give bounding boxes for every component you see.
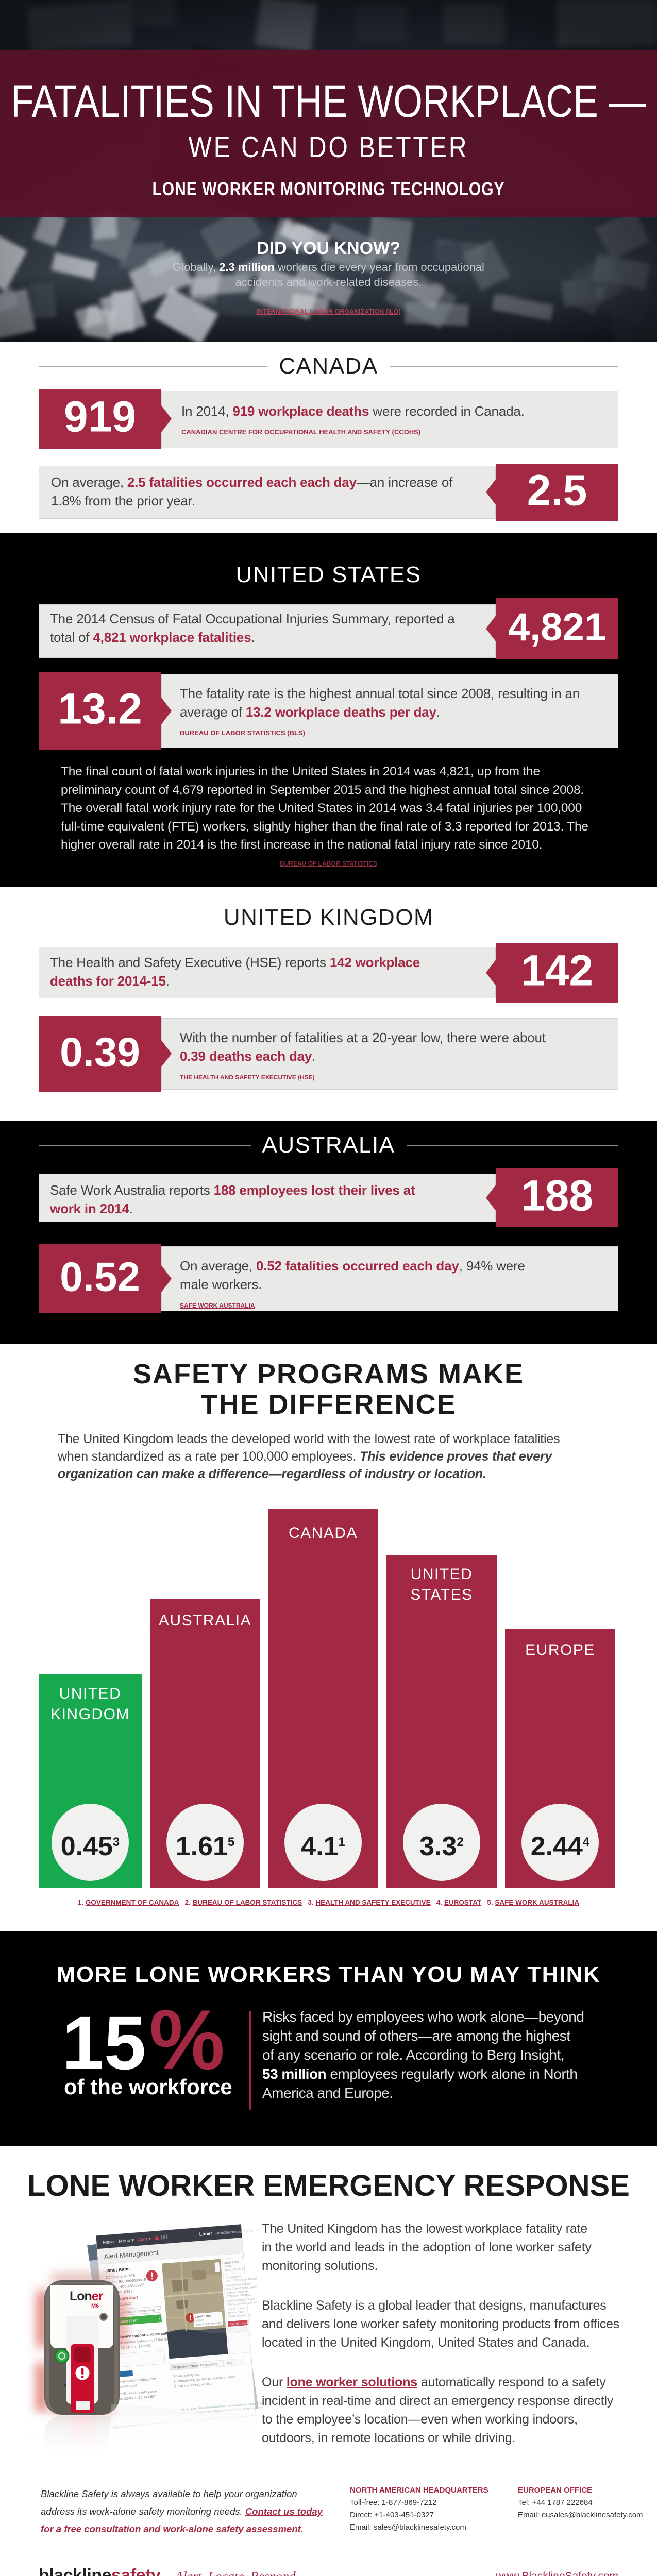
svg-text:›: › bbox=[158, 2316, 160, 2321]
svg-text:Janet Kane: Janet Kane bbox=[195, 2315, 211, 2319]
svg-text:Beacon Conn. 15: Beacon Conn. 15 bbox=[225, 2267, 245, 2272]
svg-text:Port Grimlan, Scott coastal: Port Grimlan, Scott coastal bbox=[226, 2285, 257, 2291]
svg-text:Bearing : 000: Bearing : 000 bbox=[228, 2311, 244, 2315]
svg-text:ACME: ACME bbox=[195, 2319, 204, 2323]
svg-text:Janet Kane: Janet Kane bbox=[105, 2266, 130, 2274]
svg-text:Last Location: Last Location bbox=[225, 2275, 241, 2279]
svg-text:Approximate Address: Approximate Address bbox=[226, 2282, 251, 2287]
svg-text:Signal Strength : 85: Signal Strength : 85 bbox=[228, 2313, 251, 2318]
svg-text:Call The Loner device: Call The Loner device bbox=[230, 2321, 254, 2326]
svg-text:M6: M6 bbox=[91, 2303, 99, 2309]
svg-text:Alert ▾: Alert ▾ bbox=[138, 2236, 151, 2242]
svg-text:Info: Info bbox=[227, 2362, 232, 2365]
svg-text:Feb 03, 2016 at 11:45 local: Feb 03, 2016 at 11:45 local bbox=[226, 2277, 257, 2283]
svg-text:Call Connectivity Status: Call Connectivity Status bbox=[227, 2298, 255, 2303]
svg-text:Speed : 0 km/h: Speed : 0 km/h bbox=[228, 2307, 245, 2311]
svg-text:Loner: Loner bbox=[199, 2231, 212, 2237]
svg-text:Latitude, Longitude: Latitude, Longitude bbox=[227, 2290, 249, 2295]
svg-text:Response Protocol: Response Protocol bbox=[173, 2364, 199, 2369]
svg-text:Maps: Maps bbox=[103, 2239, 114, 2245]
svg-text:Responders: Responders bbox=[200, 2363, 217, 2367]
svg-text:acknowledged...: acknowledged... bbox=[114, 2384, 140, 2389]
svg-text:ACME: ACME bbox=[225, 2265, 233, 2268]
svg-text:Feb 03, 2016 at 11:43 MET: Feb 03, 2016 at 11:43 MET bbox=[228, 2301, 259, 2307]
svg-text:37.066944 / 31.130111: 37.066944 / 31.130111 bbox=[227, 2293, 253, 2298]
svg-text:Janet Kane: Janet Kane bbox=[224, 2261, 239, 2265]
svg-text:For all alert types:: For all alert types: bbox=[173, 2373, 200, 2379]
svg-text:Menu ▾: Menu ▾ bbox=[119, 2238, 134, 2244]
svg-text:Beacon Connemator 15: Beacon Connemator 15 bbox=[195, 2321, 225, 2327]
svg-text:Loner: Loner bbox=[70, 2289, 104, 2303]
